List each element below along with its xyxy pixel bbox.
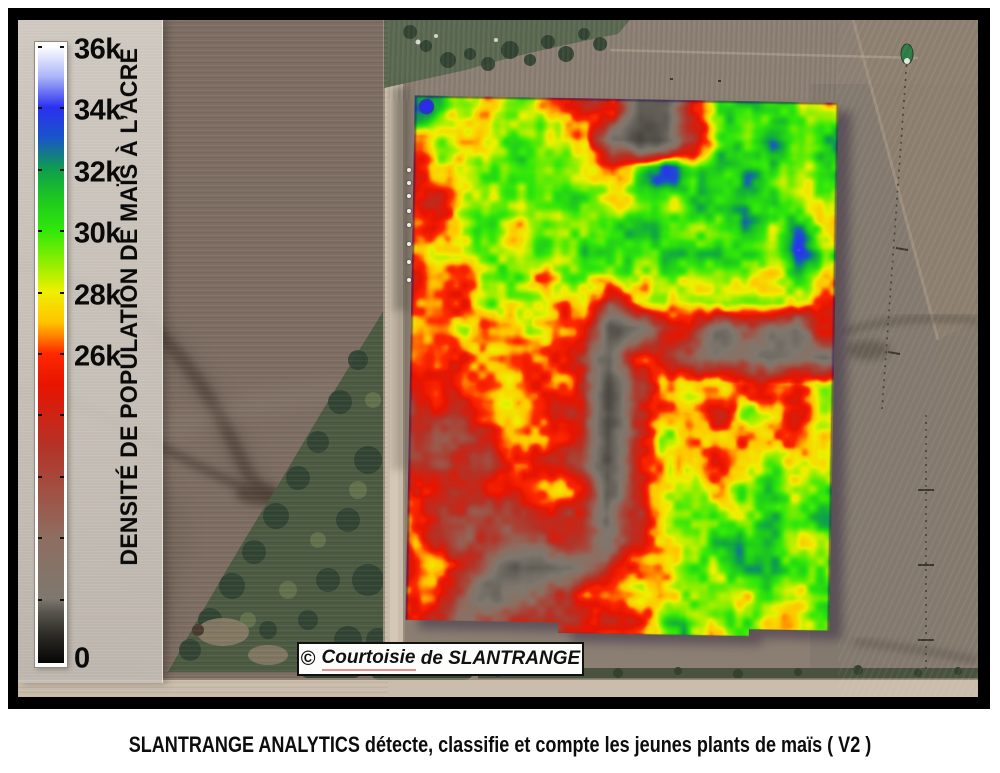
farm-debris-specks xyxy=(415,34,498,45)
farm-vehicle xyxy=(900,43,914,65)
credit-word-underlined: Courtoisie xyxy=(321,647,416,671)
colorbar-gradient xyxy=(38,46,64,663)
credit-rest: de SLANTRANGE xyxy=(420,648,581,669)
field-track xyxy=(609,48,919,60)
colorbar-tick xyxy=(60,352,64,355)
colorbar-tick-label: 26k xyxy=(74,340,121,373)
colorbar-tick xyxy=(38,537,42,540)
dark-streak-bottom-right xyxy=(853,639,977,663)
caption-area: SLANTRANGE ANALYTICS détecte, classifie … xyxy=(0,709,1000,773)
photo-frame: 36k 34k 32k 30k 28k 26k 0 DENSITÉ DE POPULATIO… xyxy=(8,8,990,709)
heatmap-clip xyxy=(405,95,838,639)
density-heatmap-overlay xyxy=(405,95,838,639)
colorbar-tick xyxy=(38,107,42,110)
road-horizontal xyxy=(18,680,978,697)
field-far-right xyxy=(853,20,978,340)
clearing-patch xyxy=(197,618,249,646)
bird-specks xyxy=(670,78,721,82)
credit-box: © Courtoisie de SLANTRANGE xyxy=(297,642,584,676)
copyright-icon: © xyxy=(300,647,316,670)
clearing-patch-2 xyxy=(248,645,288,665)
ground-marker-dot xyxy=(407,242,411,246)
colorbar-tick xyxy=(60,537,64,540)
ground-marker-dot xyxy=(407,260,411,264)
heatmap-edge-shadow-strip-2 xyxy=(392,310,406,470)
ground-marker-dot xyxy=(407,168,411,172)
legend-panel: 36k 34k 32k 30k 28k 26k 0 DENSITÉ DE POPULATIO… xyxy=(18,20,163,683)
colorbar-tick xyxy=(60,598,64,601)
road-edge-top xyxy=(18,678,978,680)
colorbar-tick xyxy=(38,46,42,48)
ground-marker-dot xyxy=(407,209,411,213)
colorbar-tick xyxy=(60,107,64,110)
colorbar-tick xyxy=(60,414,64,417)
drainage-pool xyxy=(236,484,280,504)
colorbar-tick xyxy=(60,475,64,478)
powerline-poles xyxy=(887,247,934,641)
ground-marker-dot xyxy=(407,181,411,185)
colorbar-tick xyxy=(38,414,42,417)
colorbar-tick xyxy=(60,46,64,48)
colorbar-tick-label: 30k xyxy=(74,217,121,250)
ground-marker-dot xyxy=(407,194,411,198)
drainage-right xyxy=(843,316,978,335)
colorbar-frame xyxy=(35,42,67,667)
satellite-scene: 36k 34k 32k 30k 28k 26k 0 DENSITÉ DE POPULATIO… xyxy=(18,20,978,697)
colorbar-tick xyxy=(38,475,42,478)
colorbar-tick xyxy=(38,230,42,233)
dead-tree-spot xyxy=(192,624,204,636)
colorbar-tick xyxy=(60,291,64,294)
colorbar-tick xyxy=(38,291,42,294)
colorbar-zero-label: 0 xyxy=(74,642,90,675)
field-right-lower xyxy=(938,320,978,668)
ground-marker-dot xyxy=(407,278,411,282)
colorbar-tick xyxy=(60,230,64,233)
colorbar-tick-label: 36k xyxy=(74,33,121,66)
heatmap-canvas xyxy=(405,95,838,639)
ditch-line xyxy=(478,668,978,679)
colorbar-tick xyxy=(60,168,64,171)
figure-caption: SLANTRANGE ANALYTICS détecte, classifie … xyxy=(128,732,872,757)
tree-cluster-top xyxy=(403,25,607,71)
heatmap-edge-shadow-strip xyxy=(392,86,409,311)
legend-title: DENSITÉ DE POPULATION DE MAÏS À L’ACRE xyxy=(116,47,143,566)
colorbar-tick xyxy=(38,168,42,171)
colorbar-tick xyxy=(38,598,42,601)
colorbar-tick-label: 32k xyxy=(74,156,121,189)
dark-patch-right xyxy=(846,340,890,360)
colorbar-tick-label: 34k xyxy=(74,94,121,127)
field-boundary-line xyxy=(851,20,940,341)
colorbar-tick xyxy=(38,352,42,355)
colorbar-tick-label: 28k xyxy=(74,279,121,312)
road-edge-left xyxy=(383,20,385,697)
ground-marker-dot xyxy=(407,223,411,227)
